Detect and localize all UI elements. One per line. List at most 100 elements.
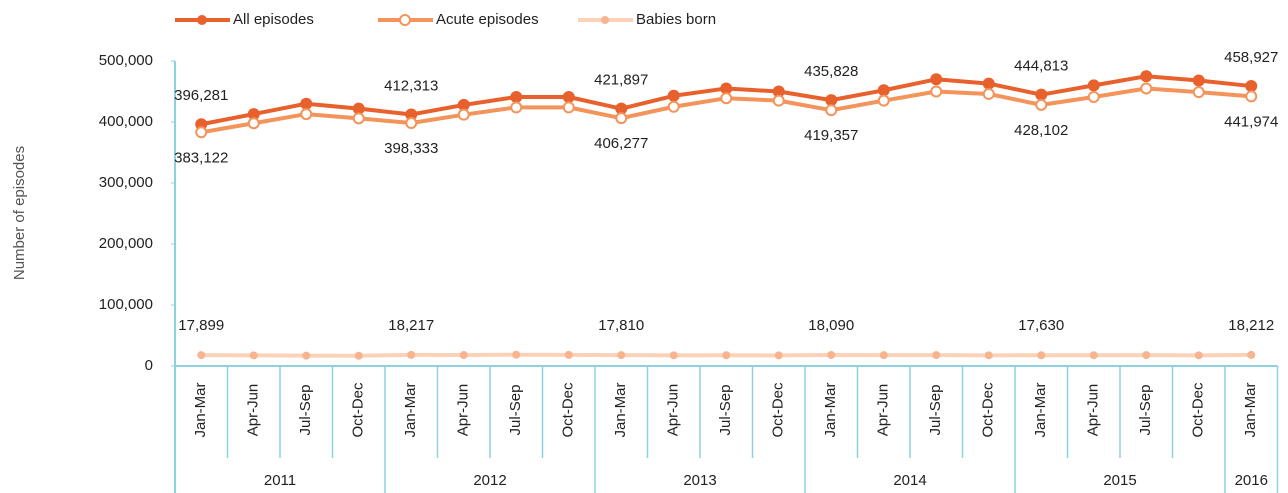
x-group-label: 2012 <box>473 472 506 489</box>
legend-marker <box>601 16 609 24</box>
data-label: 441,974 <box>1224 113 1278 130</box>
marker <box>1089 351 1098 360</box>
data-label: 383,122 <box>174 149 228 166</box>
marker <box>457 98 470 111</box>
legend-marker <box>197 15 207 25</box>
data-label: 406,277 <box>594 135 648 152</box>
marker <box>354 351 363 360</box>
marker <box>1142 351 1151 360</box>
x-tick-label: Oct-Dec <box>980 382 997 438</box>
marker <box>825 104 838 117</box>
marker <box>930 85 943 98</box>
y-tick-label: 100,000 <box>99 296 153 313</box>
marker <box>300 97 313 110</box>
data-label: 18,217 <box>388 317 434 334</box>
marker <box>667 100 680 113</box>
data-label: 458,927 <box>1224 49 1278 66</box>
y-tick-label: 0 <box>145 357 153 374</box>
marker <box>562 90 575 103</box>
data-label: 18,212 <box>1228 317 1274 334</box>
marker <box>720 82 733 95</box>
marker <box>197 351 206 360</box>
marker <box>459 351 468 360</box>
marker <box>1192 86 1205 99</box>
marker <box>405 117 418 130</box>
x-tick-label: Jan-Mar <box>192 382 209 437</box>
marker <box>1247 350 1256 359</box>
marker <box>722 351 731 360</box>
marker <box>615 102 628 115</box>
data-label: 435,828 <box>804 63 858 80</box>
marker <box>1194 351 1203 360</box>
x-tick-label: Jan-Mar <box>1032 382 1049 437</box>
data-label: 428,102 <box>1014 122 1068 139</box>
marker <box>772 94 785 107</box>
marker <box>249 351 258 360</box>
x-tick-label: Jan-Mar <box>612 382 629 437</box>
marker <box>879 351 888 360</box>
y-tick-label: 200,000 <box>99 235 153 252</box>
legend-marker <box>399 14 411 26</box>
x-tick-label: Apr-Jun <box>875 384 892 437</box>
marker <box>720 92 733 105</box>
x-tick-label: Apr-Jun <box>245 384 262 437</box>
marker <box>1245 80 1258 93</box>
marker <box>352 112 365 125</box>
marker <box>930 73 943 86</box>
x-tick-label: Oct-Dec <box>350 382 367 438</box>
marker <box>405 108 418 121</box>
marker <box>877 94 890 107</box>
x-tick-label: Jul-Sep <box>717 385 734 436</box>
marker <box>1037 351 1046 360</box>
marker <box>247 108 260 121</box>
marker <box>774 351 783 360</box>
y-tick-label: 300,000 <box>99 174 153 191</box>
y-tick-label: 400,000 <box>99 113 153 130</box>
data-label: 412,313 <box>384 77 438 94</box>
marker <box>564 350 573 359</box>
legend-label: All episodes <box>233 11 314 28</box>
marker <box>1087 79 1100 92</box>
y-axis-title: Number of episodes <box>11 146 28 280</box>
x-tick-label: Jul-Sep <box>927 385 944 436</box>
marker <box>877 84 890 97</box>
x-tick-label: Jul-Sep <box>1137 385 1154 436</box>
data-label: 17,630 <box>1018 317 1064 334</box>
marker <box>669 351 678 360</box>
x-tick-label: Oct-Dec <box>770 382 787 438</box>
data-label: 444,813 <box>1014 58 1068 75</box>
marker <box>247 117 260 130</box>
marker <box>1140 70 1153 83</box>
marker <box>932 351 941 360</box>
x-group-label: 2014 <box>893 472 926 489</box>
x-tick-label: Apr-Jun <box>665 384 682 437</box>
marker <box>617 351 626 360</box>
y-tick-label: 500,000 <box>99 52 153 69</box>
marker <box>772 85 785 98</box>
marker <box>1245 90 1258 103</box>
marker <box>982 87 995 100</box>
x-tick-label: Apr-Jun <box>455 384 472 437</box>
marker <box>825 94 838 107</box>
marker <box>407 350 416 359</box>
data-label: 398,333 <box>384 140 438 157</box>
x-group-label: 2016 <box>1235 472 1268 489</box>
x-tick-label: Oct-Dec <box>560 382 577 438</box>
marker <box>1192 74 1205 87</box>
x-tick-label: Jan-Mar <box>822 382 839 437</box>
x-tick-label: Jan-Mar <box>402 382 419 437</box>
x-tick-label: Apr-Jun <box>1085 384 1102 437</box>
marker <box>510 101 523 114</box>
x-tick-label: Jul-Sep <box>297 385 314 436</box>
marker <box>562 101 575 114</box>
data-label: 17,810 <box>598 317 644 334</box>
marker <box>984 351 993 360</box>
data-label: 396,281 <box>174 87 228 104</box>
x-tick-label: Jul-Sep <box>507 385 524 436</box>
marker <box>512 350 521 359</box>
x-tick-label: Oct-Dec <box>1190 382 1207 438</box>
marker <box>510 90 523 103</box>
legend-label: Acute episodes <box>436 11 539 28</box>
x-group-label: 2015 <box>1103 472 1136 489</box>
